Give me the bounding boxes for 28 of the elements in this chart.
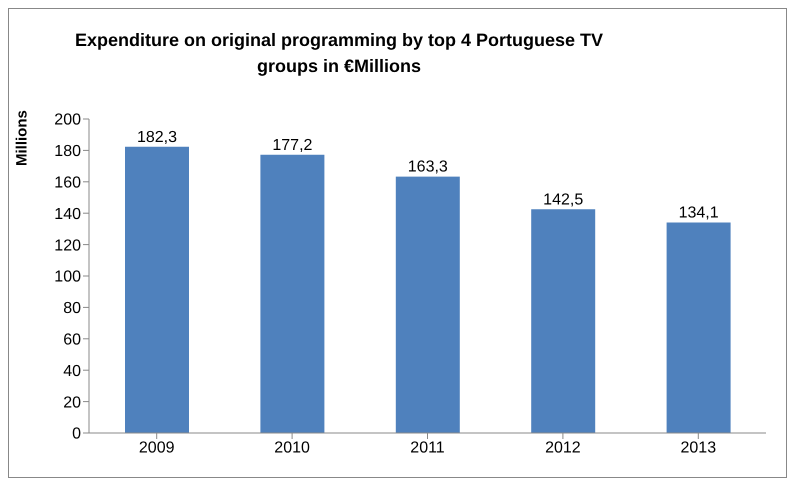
x-tick-label: 2012 xyxy=(545,439,581,456)
bar xyxy=(260,154,324,433)
y-tick-label: 200 xyxy=(54,112,82,129)
y-tick-label: 120 xyxy=(54,237,82,254)
y-axis-title: Millions xyxy=(13,110,30,166)
data-label: 142,5 xyxy=(543,191,584,208)
y-tick-label: 0 xyxy=(72,426,82,443)
bar xyxy=(531,209,596,433)
data-label: 163,3 xyxy=(408,158,448,176)
x-tick-label: 2010 xyxy=(274,439,310,456)
y-tick-label: 20 xyxy=(63,394,82,412)
chart-title: Expenditure on original programming by top 4 Portuguese TV groups in €Millions xyxy=(74,29,604,78)
data-label: 134,1 xyxy=(678,204,719,222)
x-tick-label: 2009 xyxy=(138,439,175,456)
data-label: 177,2 xyxy=(272,136,313,154)
data-label: 182,3 xyxy=(136,128,178,146)
x-tick-label: 2011 xyxy=(410,439,445,456)
bar xyxy=(666,222,731,433)
bar xyxy=(396,176,460,433)
y-tick-label: 140 xyxy=(54,206,82,223)
y-tick-label: 40 xyxy=(63,362,82,380)
y-tick-label: 180 xyxy=(54,143,82,160)
y-tick-label: 100 xyxy=(54,268,82,286)
y-tick-label: 60 xyxy=(63,331,82,348)
x-tick-label: 2013 xyxy=(680,439,716,456)
y-tick-label: 160 xyxy=(54,174,82,192)
y-tick-label: 80 xyxy=(63,300,82,318)
bar xyxy=(125,146,189,433)
